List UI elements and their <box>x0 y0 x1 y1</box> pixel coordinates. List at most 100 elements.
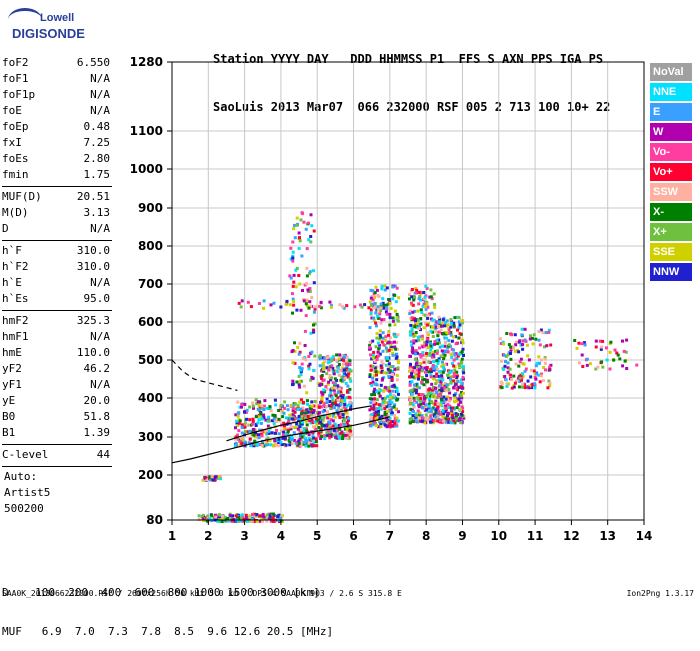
echo-point <box>241 438 245 442</box>
echo-point <box>409 367 413 371</box>
echo-point <box>387 298 391 301</box>
echo-point <box>371 376 375 380</box>
echo-point <box>414 388 418 392</box>
echo-point <box>310 418 314 421</box>
echo-point <box>379 335 383 339</box>
echo-point <box>326 416 330 420</box>
echo-point <box>310 404 314 408</box>
echo-point <box>372 400 376 404</box>
echo-point <box>289 257 293 261</box>
echo-point <box>317 412 321 416</box>
echo-point <box>521 385 524 389</box>
echo-point <box>391 319 395 323</box>
echo-point <box>441 332 445 336</box>
echo-point <box>317 426 321 429</box>
echo-point <box>330 376 334 380</box>
echo-point <box>458 323 462 327</box>
echo-point <box>390 369 394 373</box>
echo-point <box>440 398 444 402</box>
echo-point <box>438 388 442 392</box>
echo-point <box>410 380 414 384</box>
echo-point <box>329 394 333 398</box>
echo-point <box>410 288 414 291</box>
echo-point <box>436 361 440 365</box>
echo-point <box>396 361 400 365</box>
echo-point <box>305 274 309 278</box>
echo-point <box>290 417 294 421</box>
echo-point <box>300 409 304 413</box>
echo-point <box>341 395 345 399</box>
param-value: 110.0 <box>76 346 110 359</box>
echo-point <box>425 394 429 398</box>
echo-point <box>527 358 531 362</box>
echo-point <box>244 422 248 426</box>
echo-point <box>369 304 373 308</box>
echo-point <box>393 284 397 288</box>
echo-point <box>343 419 347 423</box>
echo-point <box>248 437 252 441</box>
echo-point <box>520 327 524 331</box>
param-label: h`F <box>2 244 22 257</box>
echo-point <box>319 427 323 431</box>
echo-point <box>379 306 383 310</box>
echo-point <box>413 309 417 313</box>
echo-point <box>448 404 452 408</box>
echo-point <box>320 435 323 439</box>
echo-point <box>514 343 518 347</box>
param-divider <box>2 466 112 467</box>
echo-point <box>439 328 443 332</box>
echo-point <box>210 519 214 523</box>
echo-point <box>262 444 266 448</box>
echo-point <box>375 336 379 340</box>
upper-height-trace <box>226 405 372 442</box>
echo-point <box>267 517 271 521</box>
echo-point <box>430 297 434 301</box>
echo-point <box>320 390 324 394</box>
echo-point <box>533 386 537 390</box>
echo-point <box>317 405 321 409</box>
echo-point <box>226 517 229 521</box>
echo-point <box>393 340 396 344</box>
echo-point <box>432 375 436 379</box>
echo-point <box>535 362 539 366</box>
echo-point <box>511 345 515 349</box>
param-divider <box>2 444 112 445</box>
echo-point <box>448 370 452 374</box>
echo-point <box>396 333 400 337</box>
echo-point <box>503 375 507 378</box>
x-tick-label: 7 <box>386 529 394 543</box>
echo-point <box>260 407 264 410</box>
echo-point <box>447 388 451 391</box>
echo-point <box>341 394 345 397</box>
echo-point <box>546 386 550 390</box>
echo-point <box>300 367 304 371</box>
echo-point <box>371 365 375 368</box>
echo-point <box>382 399 386 403</box>
echo-point <box>303 441 307 444</box>
echo-point <box>311 434 315 438</box>
echo-point <box>435 338 439 342</box>
echo-point <box>217 475 221 479</box>
echo-point <box>381 331 385 335</box>
echo-point <box>323 356 327 360</box>
echo-point <box>432 377 436 381</box>
echo-point <box>360 305 364 309</box>
echo-point <box>307 355 311 358</box>
echo-point <box>298 239 302 243</box>
echo-point <box>510 378 514 381</box>
echo-point <box>305 408 309 412</box>
echo-point <box>256 421 260 425</box>
echo-point <box>428 353 432 357</box>
echo-point <box>441 370 445 374</box>
echo-point <box>223 515 227 519</box>
echo-point <box>411 324 415 328</box>
echo-point <box>385 303 389 307</box>
echo-point <box>244 513 248 517</box>
echo-point <box>377 354 381 358</box>
echo-point <box>425 368 429 372</box>
echo-point <box>440 387 444 391</box>
echo-point <box>336 370 340 374</box>
echo-point <box>369 364 373 368</box>
echo-point <box>304 314 308 318</box>
extrapolated-trace <box>171 359 238 391</box>
